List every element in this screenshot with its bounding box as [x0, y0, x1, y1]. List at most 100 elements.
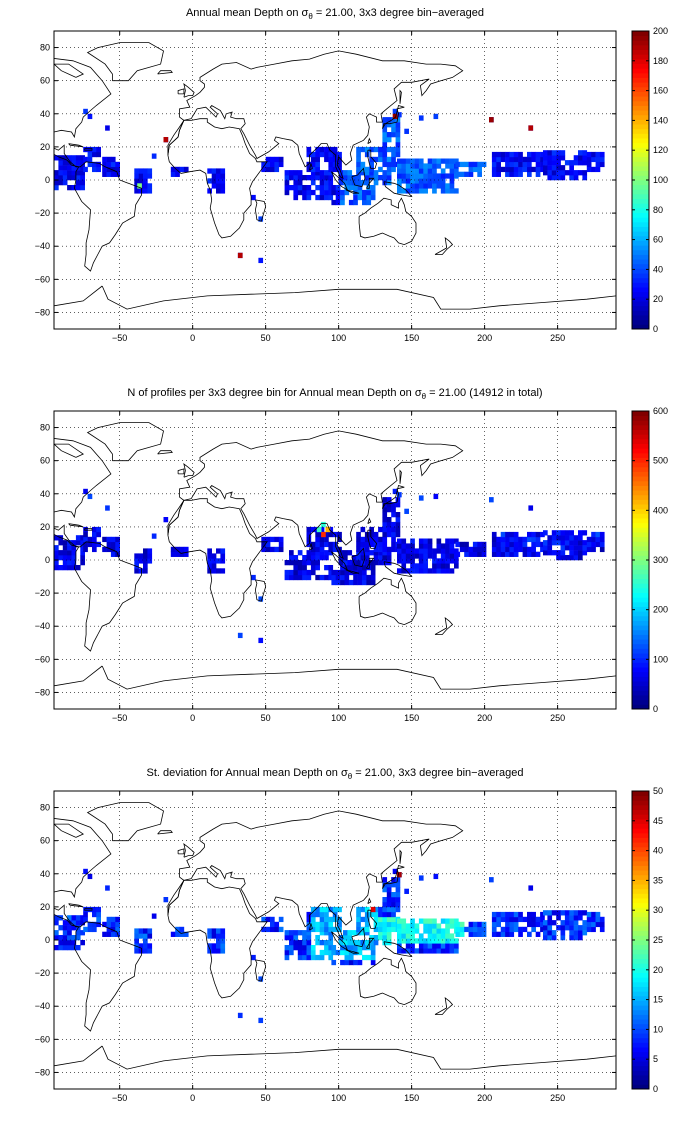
data-bin [87, 161, 93, 168]
data-bin [369, 175, 374, 181]
data-bin [405, 558, 411, 564]
data-bin [143, 933, 148, 939]
data-bin [543, 925, 548, 931]
data-bin [436, 928, 442, 934]
data-bin [310, 921, 316, 928]
data-bin [599, 536, 605, 543]
data-bin [472, 541, 478, 548]
data-bin [477, 546, 482, 553]
data-bin [83, 916, 88, 923]
y-tick-label: 60 [40, 836, 50, 846]
data-bin [102, 161, 107, 168]
data-bin [405, 948, 411, 954]
coastline [367, 517, 372, 524]
data-bin [432, 558, 437, 564]
data-bin [432, 163, 437, 169]
data-bin [315, 940, 320, 946]
colorbar-segment [632, 842, 649, 848]
data-bin [353, 945, 358, 951]
data-bin [328, 180, 334, 186]
colorbar-tick-label: 120 [653, 145, 668, 155]
data-bin [80, 185, 85, 191]
data-bin [445, 558, 450, 564]
data-bin [366, 189, 372, 196]
data-bin [54, 915, 59, 921]
data-bin [83, 868, 88, 875]
data-bin [344, 954, 350, 961]
colorbar-segment [632, 466, 649, 472]
data-bin [83, 156, 88, 163]
data-bin [401, 548, 407, 554]
data-bin [569, 925, 574, 931]
data-bin [360, 526, 366, 533]
data-bin [54, 180, 59, 186]
data-bin [211, 948, 217, 954]
data-bin [297, 175, 303, 181]
data-bin [96, 916, 101, 923]
colorbar-segment [632, 800, 649, 806]
coastline [183, 83, 195, 98]
data-bin [211, 558, 217, 564]
data-bin [216, 178, 221, 184]
data-bin [414, 178, 420, 184]
data-bin [455, 541, 461, 548]
data-bin [134, 558, 139, 564]
data-bin [310, 926, 316, 933]
data-bin [382, 512, 388, 518]
data-bin [509, 171, 515, 177]
data-bin [378, 926, 383, 933]
data-bin [531, 911, 536, 918]
data-bin [578, 160, 583, 166]
colorbar-tick-label: 30 [653, 905, 663, 915]
data-bin [62, 155, 68, 161]
colorbar-segment [632, 471, 649, 477]
data-bin [315, 156, 320, 163]
coastline [367, 137, 372, 144]
data-bin [560, 165, 566, 171]
colorbar-segment [632, 319, 649, 325]
data-bin [427, 943, 433, 949]
data-bin [373, 156, 379, 163]
data-bin [509, 161, 515, 168]
data-bin [595, 916, 601, 923]
data-bin [83, 536, 88, 543]
data-bin [386, 170, 392, 176]
data-bin [405, 173, 411, 179]
data-bin [138, 173, 144, 179]
colorbar-segment [632, 68, 649, 74]
data-bin [319, 906, 325, 913]
colorbar-segment [632, 54, 649, 60]
data-bin [297, 180, 303, 186]
data-bin [58, 565, 64, 571]
data-bin [410, 558, 415, 564]
data-bin [509, 921, 515, 928]
data-bin [449, 558, 455, 564]
data-bin [477, 541, 482, 548]
data-bin [395, 526, 401, 533]
data-bin [556, 160, 561, 166]
data-bin [586, 916, 592, 923]
data-bin [110, 926, 116, 933]
data-bin [401, 158, 407, 164]
data-bin [395, 887, 401, 893]
data-bin [591, 151, 596, 158]
data-bin [284, 949, 290, 956]
data-bin [496, 151, 501, 158]
data-bin [364, 911, 370, 918]
data-bin [391, 151, 396, 158]
data-bin [356, 166, 361, 173]
data-bin [92, 921, 97, 928]
data-bin [569, 540, 574, 546]
colorbar-segment [632, 690, 649, 696]
colorbar-segment [632, 555, 649, 561]
data-bin [96, 531, 101, 538]
data-bin [343, 940, 348, 946]
data-bin [386, 166, 392, 173]
data-bin [220, 188, 226, 194]
data-bin [401, 163, 407, 169]
data-bin [556, 555, 561, 561]
data-bin [373, 940, 379, 946]
data-bin [306, 930, 312, 936]
data-bin [569, 160, 574, 166]
data-bin [324, 911, 329, 918]
